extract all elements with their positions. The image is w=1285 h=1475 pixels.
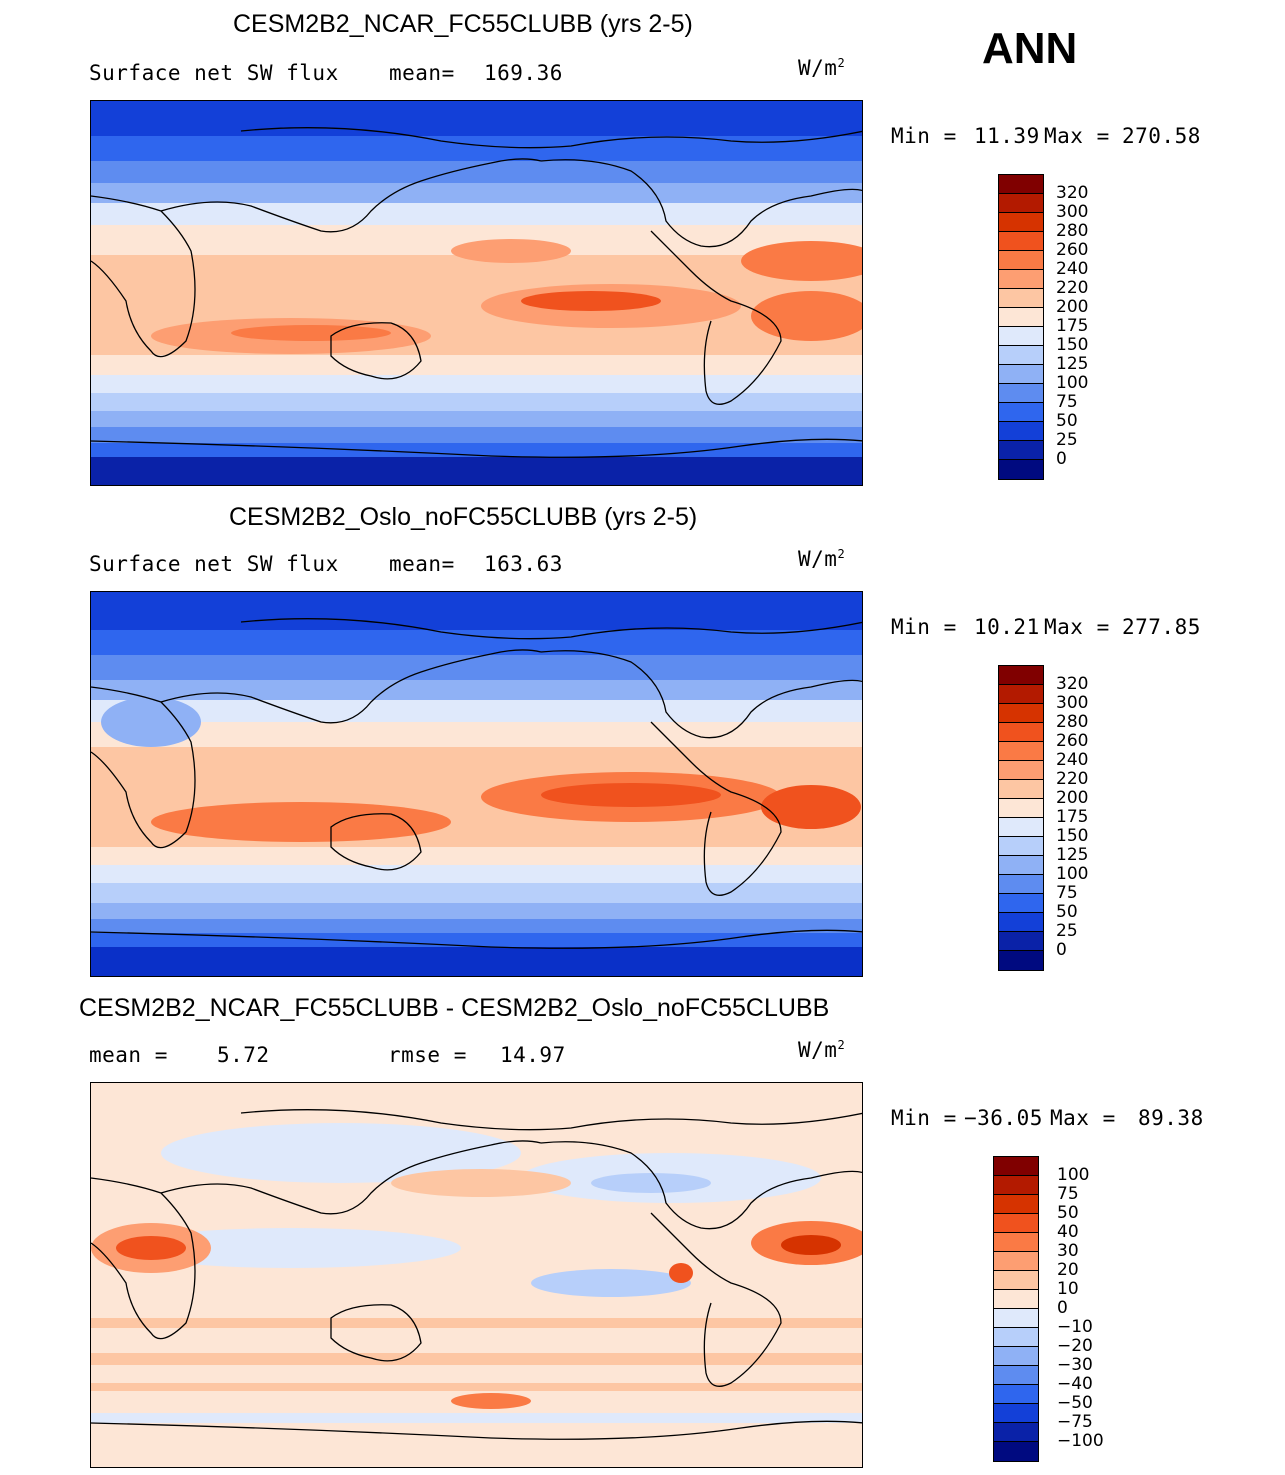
panel1-min-label: Min = (891, 124, 957, 148)
panel1-colorbar-labels: 320 300 280 260 240 220 200 175 150 125 … (1056, 184, 1088, 469)
colorbar-label: −20 (1057, 1336, 1093, 1356)
panel2-max-value: 277.85 (1122, 615, 1201, 639)
colorbar-label: 300 (1056, 693, 1089, 713)
panel1-variable: Surface net SW flux (89, 61, 339, 85)
colorbar-label: 220 (1056, 278, 1089, 298)
colorbar-label: 280 (1056, 221, 1089, 241)
panel1-colorbar (998, 174, 1044, 480)
colorbar-label: 150 (1056, 335, 1089, 355)
colorbar-label: 150 (1056, 826, 1089, 846)
colorbar-label: 100 (1057, 1165, 1090, 1185)
colorbar-label: 100 (1056, 864, 1089, 884)
colorbar-label: 30 (1057, 1241, 1079, 1261)
colorbar-label: 25 (1056, 430, 1078, 450)
panel3-max-value: 89.38 (1138, 1106, 1204, 1130)
panel2-max-label: Max = (1044, 615, 1110, 639)
colorbar-label: 50 (1057, 1203, 1079, 1223)
colorbar-label: 320 (1056, 183, 1089, 203)
panel3-map (90, 1082, 863, 1468)
panel3-mean-label: mean = (89, 1043, 168, 1067)
panel3-colorbar (993, 1156, 1039, 1462)
colorbar-label: −50 (1057, 1393, 1093, 1413)
panel1-map (90, 100, 863, 486)
colorbar-label: 300 (1056, 202, 1089, 222)
panel3-colorbar-labels: 100 75 50 40 30 20 10 0 −10 −20 −30 −40 … (1057, 1166, 1104, 1451)
colorbar-label: 75 (1056, 392, 1078, 412)
colorbar-label: 260 (1056, 731, 1089, 751)
panel2-variable: Surface net SW flux (89, 552, 339, 576)
panel1-min-value: 11.39 (974, 124, 1040, 148)
colorbar-label: 40 (1057, 1222, 1079, 1242)
colorbar-label: 125 (1056, 354, 1089, 374)
panel3-rmse-label: rmse = (388, 1043, 467, 1067)
panel1-max-label: Max = (1044, 124, 1110, 148)
colorbar-label: −10 (1057, 1317, 1093, 1337)
panel2-units: W/m2 (798, 547, 846, 571)
panel2-map-canvas (91, 592, 862, 976)
colorbar-label: 20 (1057, 1260, 1079, 1280)
panel3-units: W/m2 (798, 1038, 846, 1062)
colorbar-label: 175 (1056, 807, 1089, 827)
panel2-min-value: 10.21 (974, 615, 1040, 639)
panel1-mean-value: 169.36 (484, 61, 563, 85)
panel3-min-value: −36.05 (964, 1106, 1043, 1130)
season-label: ANN (982, 24, 1078, 73)
colorbar-label: 200 (1056, 297, 1089, 317)
panel3-rmse-value: 14.97 (500, 1043, 566, 1067)
colorbar-label: −40 (1057, 1374, 1093, 1394)
colorbar-label: 0 (1057, 1298, 1068, 1318)
panel1-map-canvas (91, 101, 862, 485)
colorbar-label: 220 (1056, 769, 1089, 789)
colorbar-label: 260 (1056, 240, 1089, 260)
colorbar-label: −30 (1057, 1355, 1093, 1375)
colorbar-label: 0 (1056, 449, 1067, 469)
panel2-colorbar-labels: 320 300 280 260 240 220 200 175 150 125 … (1056, 675, 1088, 960)
colorbar-label: 75 (1056, 883, 1078, 903)
colorbar-label: −75 (1057, 1412, 1093, 1432)
colorbar-label: −100 (1057, 1431, 1104, 1451)
panel1-mean-label: mean= (389, 61, 455, 85)
panel3-map-canvas (91, 1083, 862, 1467)
colorbar-label: 280 (1056, 712, 1089, 732)
panel3-title: CESM2B2_NCAR_FC55CLUBB - CESM2B2_Oslo_no… (79, 994, 830, 1022)
panel1-units: W/m2 (798, 56, 846, 80)
colorbar-label: 100 (1056, 373, 1089, 393)
panel2-mean-label: mean= (389, 552, 455, 576)
panel1-max-value: 270.58 (1122, 124, 1201, 148)
panel2-map (90, 591, 863, 977)
colorbar-label: 50 (1056, 902, 1078, 922)
colorbar-label: 25 (1056, 921, 1078, 941)
colorbar-label: 240 (1056, 750, 1089, 770)
panel3-max-label: Max = (1050, 1106, 1116, 1130)
colorbar-label: 320 (1056, 674, 1089, 694)
panel2-mean-value: 163.63 (484, 552, 563, 576)
panel3-min-label: Min = (891, 1106, 957, 1130)
colorbar-label: 240 (1056, 259, 1089, 279)
panel2-colorbar (998, 665, 1044, 971)
panel1-title: CESM2B2_NCAR_FC55CLUBB (yrs 2-5) (233, 10, 693, 38)
panel3-mean-value: 5.72 (217, 1043, 270, 1067)
colorbar-label: 200 (1056, 788, 1089, 808)
panel2-min-label: Min = (891, 615, 957, 639)
panel2-title: CESM2B2_Oslo_noFC55CLUBB (yrs 2-5) (229, 503, 698, 531)
colorbar-label: 50 (1056, 411, 1078, 431)
colorbar-label: 75 (1057, 1184, 1079, 1204)
colorbar-label: 0 (1056, 940, 1067, 960)
colorbar-label: 10 (1057, 1279, 1079, 1299)
colorbar-label: 175 (1056, 316, 1089, 336)
colorbar-label: 125 (1056, 845, 1089, 865)
